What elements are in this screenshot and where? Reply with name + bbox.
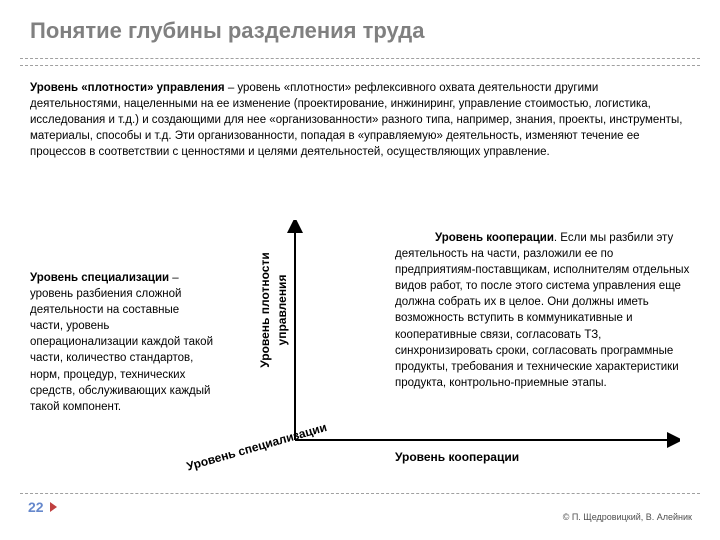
left-lead: Уровень специализации [30,272,169,284]
divider-top-2 [20,65,700,66]
slide-title: Понятие глубины разделения труда [30,18,424,44]
top-para-lead: Уровень «плотности» управления [30,82,225,94]
credit-line: © П. Щедровицкий, В. Алейник [563,512,692,522]
y-axis-label-line2: управления [275,230,289,390]
y-axis-label-line1: Уровень плотности [258,230,272,390]
left-block: Уровень специализации – уровень разбиени… [30,270,215,415]
left-text: – уровень разбиения сложной деятельности… [30,272,213,413]
page-arrow-icon [50,502,57,512]
divider-top-1 [20,58,700,59]
page-number: 22 [28,499,44,515]
divider-bottom [20,493,700,494]
top-paragraph: Уровень «плотности» управления – уровень… [30,80,690,160]
x-axis-label: Уровень кооперации [395,450,519,464]
axes-diagram [280,220,680,470]
